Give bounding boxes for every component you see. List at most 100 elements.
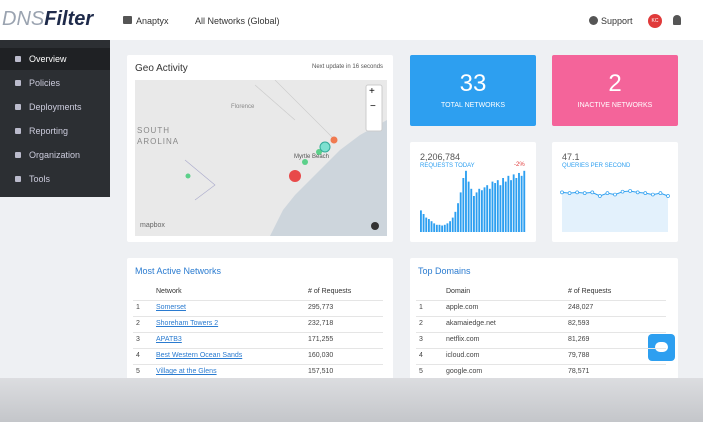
map-label: AROLINA [137, 137, 180, 146]
video-overlay [0, 378, 703, 422]
nav-icon [15, 80, 21, 86]
row-count: 295,773 [308, 304, 334, 311]
request-bar [422, 214, 425, 232]
request-bar [496, 180, 499, 232]
row-index: 4 [419, 352, 423, 359]
request-bar [433, 223, 436, 232]
request-bar [427, 219, 430, 232]
request-bar [443, 224, 446, 232]
request-bar [446, 223, 449, 232]
row-divider [133, 332, 383, 333]
notifications[interactable] [673, 15, 681, 25]
nav-icon [15, 152, 21, 158]
request-bar [480, 190, 483, 232]
zoom-controls[interactable] [365, 84, 383, 132]
row-name: akamaiedge.net [446, 320, 496, 327]
row-name[interactable]: Village at the Glens [156, 368, 217, 375]
org-select[interactable]: Anaptyx [136, 16, 169, 26]
map-dot [289, 170, 301, 182]
qps-value: 47.1 [562, 152, 580, 162]
row-count: 79,788 [568, 352, 590, 359]
qps-label: QUERIES PER SECOND [562, 163, 631, 169]
map-dot [330, 136, 338, 144]
row-name[interactable]: Shoreham Towers 2 [156, 320, 219, 327]
row-index: 1 [136, 304, 140, 311]
nav-icon [15, 176, 21, 182]
row-name: apple.com [446, 304, 479, 311]
qps-point [651, 192, 655, 197]
domains-card [410, 258, 678, 388]
sidebar-active [0, 48, 110, 70]
qps-point [666, 194, 670, 198]
map-dot [316, 149, 322, 155]
request-bar [473, 196, 475, 232]
nav-item[interactable]: Overview [29, 54, 67, 64]
nav-item[interactable]: Reporting [29, 126, 69, 136]
qps-point [613, 192, 617, 197]
map-dot [302, 159, 308, 165]
nav-item[interactable]: Tools [29, 174, 51, 184]
qps-point [643, 191, 648, 195]
nav-item[interactable]: Deployments [29, 102, 82, 112]
requests-change: -2% [514, 162, 525, 168]
row-count: 232,718 [308, 320, 334, 327]
row-name[interactable]: Best Western Ocean Sands [156, 352, 243, 359]
geo-update: Next update in 16 seconds [312, 64, 384, 70]
map-info[interactable] [371, 222, 379, 230]
request-bar [430, 221, 433, 232]
request-bar [491, 181, 494, 232]
geo-title: Geo Activity [135, 63, 188, 74]
row-index: 3 [136, 336, 140, 343]
network-select[interactable]: All Networks (Global) [195, 16, 280, 26]
row-divider [416, 300, 666, 301]
request-bar [454, 211, 457, 232]
requests-value: 2,206,784 [420, 152, 461, 162]
request-bar [515, 178, 518, 232]
stat-value: 2 [608, 70, 622, 97]
qps-point [598, 194, 602, 198]
row-name[interactable]: Somerset [156, 304, 186, 311]
request-bar [467, 181, 470, 232]
row-index: 4 [136, 352, 140, 359]
support-link[interactable]: Support [601, 16, 633, 26]
stat-card [552, 55, 678, 126]
row-divider [416, 348, 666, 349]
avatar[interactable]: KC [648, 14, 662, 28]
row-count: 160,030 [308, 352, 334, 359]
request-bar [520, 175, 523, 232]
table-title: Top Domains [418, 266, 471, 276]
logo[interactable]: DNSFilter [2, 8, 93, 31]
qps-point [560, 190, 564, 195]
row-divider [416, 316, 666, 317]
zoom-in[interactable]: + [369, 86, 375, 97]
request-bar [451, 217, 454, 232]
request-bar [499, 185, 502, 232]
row-count: 81,269 [568, 336, 590, 343]
row-divider [416, 332, 666, 333]
map-label: Myrtle Beach [294, 154, 330, 160]
nav-item[interactable]: Policies [29, 78, 61, 88]
row-name[interactable]: APATB3 [156, 336, 182, 343]
stat-value: 33 [459, 70, 487, 97]
row-index: 5 [419, 368, 423, 375]
request-bar [470, 188, 473, 232]
map[interactable] [135, 80, 387, 236]
zoom-out[interactable]: − [370, 101, 376, 112]
nav-item[interactable]: Organization [29, 150, 81, 160]
row-index: 1 [419, 304, 423, 311]
row-divider [133, 300, 383, 301]
networks-card [127, 258, 393, 388]
row-name: icloud.com [446, 352, 480, 359]
map-label: SOUTH [137, 126, 170, 135]
row-divider [416, 364, 666, 365]
nav-icon [15, 128, 21, 134]
request-bar [512, 174, 515, 232]
request-bar [425, 217, 428, 232]
map-river [184, 159, 216, 201]
row-count: 248,027 [568, 304, 594, 311]
stat-label: TOTAL NETWORKS [440, 102, 506, 109]
qps-point [635, 190, 640, 195]
qps-point [658, 191, 663, 195]
